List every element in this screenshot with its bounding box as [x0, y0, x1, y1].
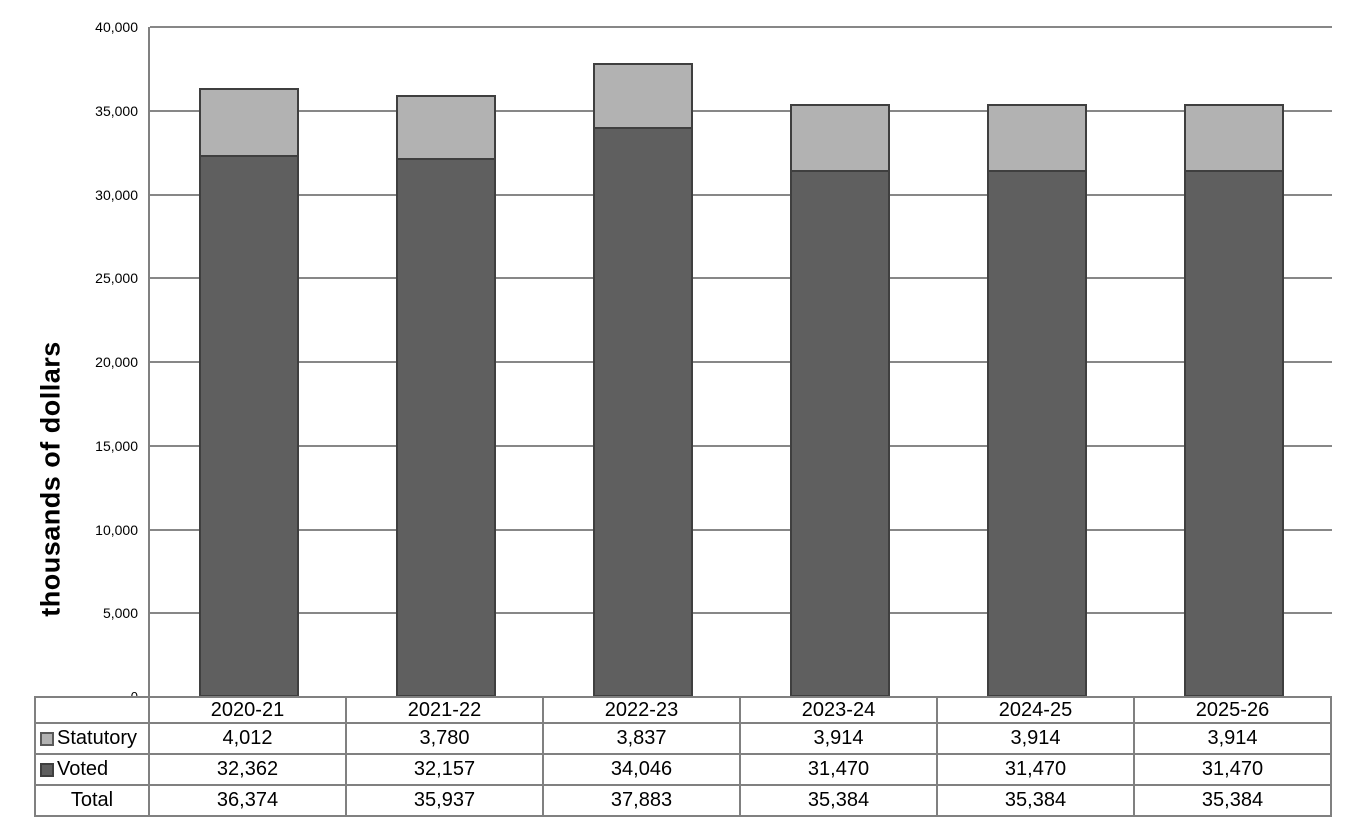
plot-area [148, 26, 1332, 697]
bar-2024-25 [987, 104, 1087, 697]
bar-segment-statutory [790, 104, 890, 170]
y-axis-tick-label: 25,000 [95, 270, 138, 287]
table-value-cell: 31,470 [739, 753, 938, 786]
bar-segment-voted [593, 127, 693, 697]
table-value-cell: 32,362 [148, 753, 347, 786]
bar-2025-26 [1184, 104, 1284, 697]
table-row-label-total: Total [34, 784, 150, 817]
bar-segment-statutory [593, 63, 693, 127]
table-value-cell: 4,012 [148, 722, 347, 755]
table-row-total: Total 36,374 35,937 37,883 35,384 35,384 35,38… [34, 784, 1332, 817]
table-value-cell: 31,470 [1133, 753, 1332, 786]
y-axis-tick-label: 40,000 [95, 19, 138, 35]
table-value-cell: 3,837 [542, 722, 741, 755]
table-row-label-voted: Voted [34, 753, 150, 786]
gridline [150, 528, 1332, 531]
table-value-cell: 35,384 [739, 784, 938, 817]
gridline [150, 612, 1332, 615]
bar-segment-statutory [987, 104, 1087, 170]
table-year-header: 2024-25 [936, 696, 1135, 724]
legend-label: Voted [57, 758, 109, 780]
table-value-cell: 35,937 [345, 784, 544, 817]
y-axis-tick-label: 10,000 [95, 521, 138, 538]
table-value-cell: 32,157 [345, 753, 544, 786]
legend-label: Statutory [57, 727, 138, 749]
bar-segment-statutory [199, 88, 299, 155]
bar-2020-21 [199, 88, 299, 697]
table-year-header: 2021-22 [345, 696, 544, 724]
bar-segment-voted [987, 170, 1087, 697]
bar-segment-voted [790, 170, 890, 697]
legend-swatch-voted [40, 762, 54, 777]
table-value-cell: 35,384 [936, 784, 1135, 817]
table-value-cell: 36,374 [148, 784, 347, 817]
table-value-cell: 35,384 [1133, 784, 1332, 817]
table-year-header: 2023-24 [739, 696, 938, 724]
y-axis-tick-label: 30,000 [95, 186, 138, 203]
bar-2023-24 [790, 104, 890, 697]
table-row-statutory: Statutory 4,012 3,780 3,837 3,914 3,914 3,914 [34, 722, 1332, 755]
table-value-cell: 34,046 [542, 753, 741, 786]
bar-segment-voted [1184, 170, 1284, 697]
table-year-header: 2020-21 [148, 696, 347, 724]
table-row-voted: Voted 32,362 32,157 34,046 31,470 31,470 31,47… [34, 753, 1332, 786]
table-year-header: 2025-26 [1133, 696, 1332, 724]
data-table: 2020-21 2021-22 2022-23 2023-24 2024-25 2025-… [34, 696, 1332, 817]
table-value-cell: 3,914 [739, 722, 938, 755]
bar-segment-voted [199, 155, 299, 697]
bar-segment-statutory [1184, 104, 1284, 170]
gridline [150, 277, 1332, 280]
gridline [150, 193, 1332, 196]
y-axis-tick-label: 35,000 [95, 102, 138, 119]
table-value-cell: 31,470 [936, 753, 1135, 786]
bar-segment-voted [396, 158, 496, 697]
gridline [150, 361, 1332, 363]
gridline [150, 109, 1332, 112]
y-axis-tick-label: 15,000 [95, 437, 138, 454]
bar-2022-23 [593, 63, 693, 697]
bar-2021-22 [396, 95, 496, 697]
table-value-cell: 37,883 [542, 784, 741, 817]
table-year-header: 2022-23 [542, 696, 741, 724]
table-corner-cell [34, 696, 150, 724]
table-row-label-statutory: Statutory [34, 722, 150, 755]
y-axis-title: thousands of dollars [35, 341, 66, 617]
bar-segment-statutory [396, 95, 496, 158]
y-axis-tick-label: 5,000 [102, 605, 138, 622]
table-value-cell: 3,914 [1133, 722, 1332, 755]
table-value-cell: 3,914 [936, 722, 1135, 755]
legend-swatch-statutory [40, 731, 54, 746]
gridline [150, 26, 1332, 28]
gridline [150, 444, 1332, 447]
table-value-cell: 3,780 [345, 722, 544, 755]
y-axis-tick-label: 20,000 [95, 354, 138, 370]
